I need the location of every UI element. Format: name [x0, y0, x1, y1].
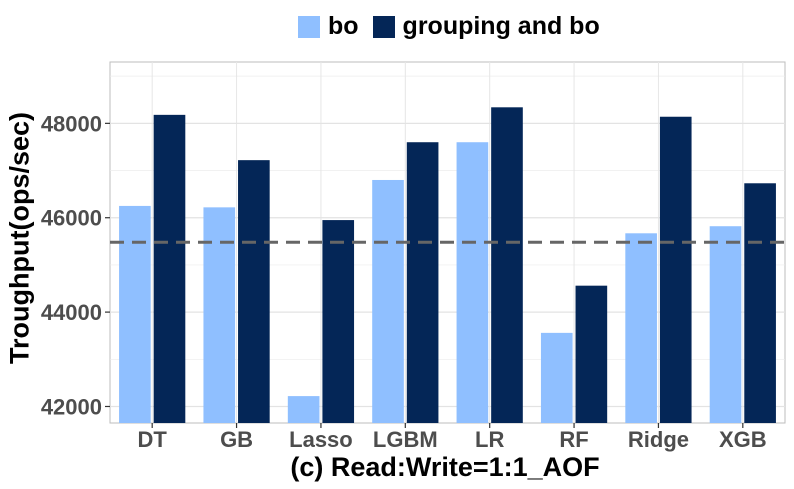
chart-caption: (c) Read:Write=1:1_AOF [290, 452, 600, 482]
x-tick-label: RF [559, 427, 588, 452]
bar-grouping-and-bo-lr [491, 107, 523, 423]
bar-bo-lgbm [372, 179, 404, 423]
bar-bo-rf [540, 332, 573, 423]
bar-grouping-and-bo-rf [575, 285, 608, 423]
x-tick-label: DT [138, 427, 168, 452]
legend: bo grouping and bo [298, 12, 614, 41]
legend-swatch-grouping-and-bo [372, 15, 395, 38]
legend-item-grouping-and-bo: grouping and bo [372, 12, 600, 41]
x-tick-label: Ridge [628, 427, 689, 452]
bar-grouping-and-bo-lgbm [406, 142, 439, 423]
y-tick-label: 42000 [41, 394, 102, 419]
x-tick-label: GB [220, 427, 253, 452]
x-tick-label: LR [475, 427, 504, 452]
y-tick-label: 44000 [41, 300, 102, 325]
bar-bo-gb [203, 207, 236, 423]
bar-grouping-and-bo-lasso [322, 220, 355, 423]
x-tick-label: Lasso [289, 427, 353, 452]
legend-swatch-bo [298, 15, 320, 38]
bar-grouping-and-bo-gb [238, 160, 270, 424]
y-tick-label: 48000 [41, 111, 102, 136]
bar-grouping-and-bo-xgb [744, 183, 776, 423]
bar-bo-ridge [625, 233, 657, 423]
x-tick-label: LGBM [373, 427, 438, 452]
y-tick-label: 46000 [41, 206, 102, 231]
legend-label-bo: bo [328, 12, 359, 40]
legend-item-bo: bo [298, 12, 359, 41]
bar-bo-lr [456, 142, 489, 423]
bar-bo-lasso [287, 396, 320, 423]
bar-grouping-and-bo-ridge [659, 116, 692, 423]
legend-label-grouping-and-bo: grouping and bo [402, 12, 600, 40]
bar-grouping-and-bo-dt [153, 114, 186, 423]
bar-bo-dt [119, 205, 151, 423]
bar-bo-xgb [709, 226, 742, 423]
x-tick-label: XGB [719, 427, 767, 452]
